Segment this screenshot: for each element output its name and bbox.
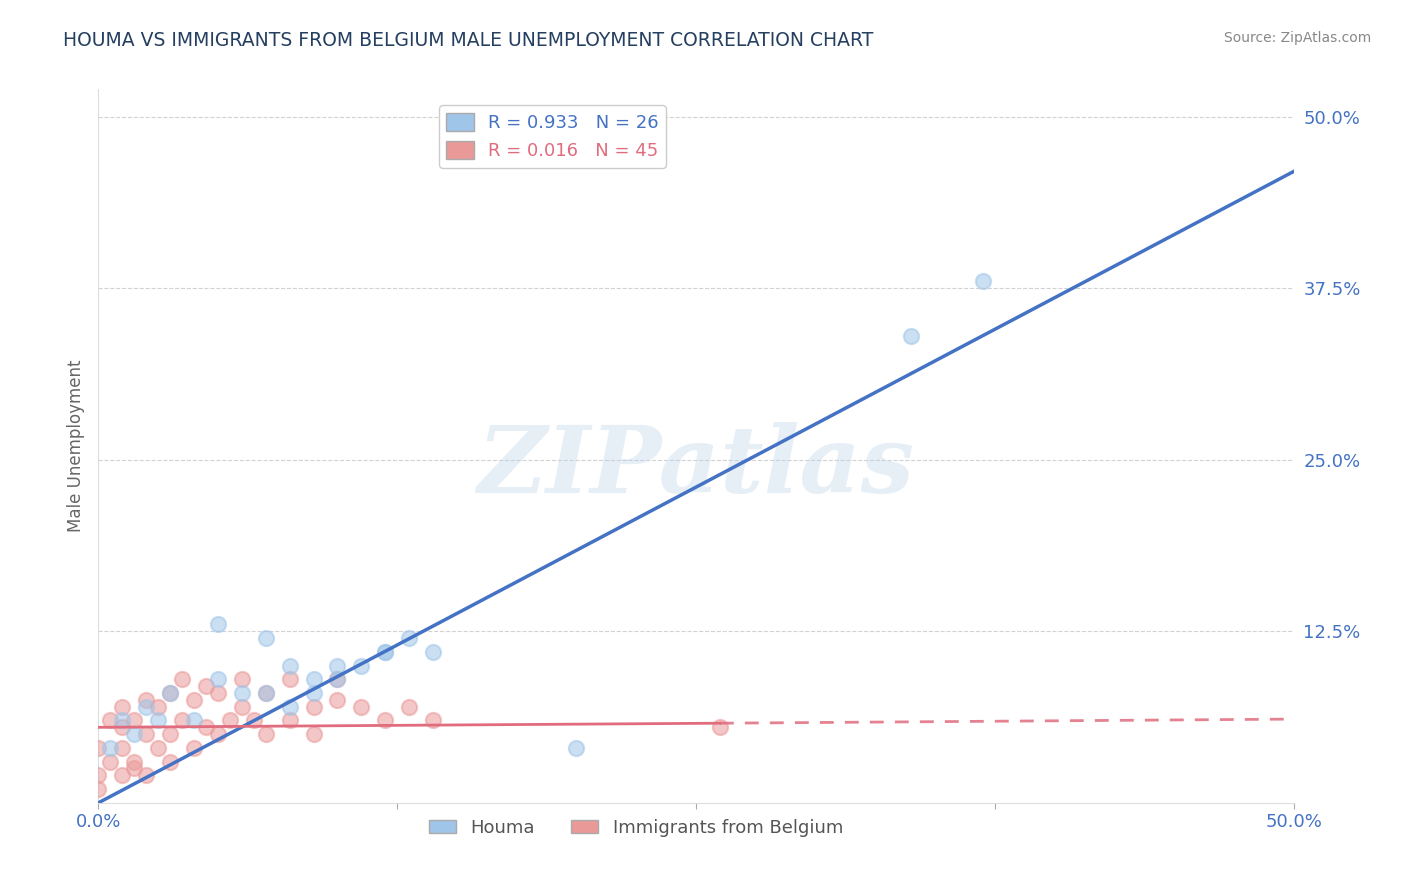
Point [278, 673, 301, 687]
Point [278, 714, 301, 728]
Point [231, 673, 253, 687]
Point [243, 714, 266, 728]
Point [135, 727, 157, 741]
Point [111, 699, 134, 714]
Point [254, 727, 277, 741]
Legend: Houma, Immigrants from Belgium: Houma, Immigrants from Belgium [422, 812, 851, 844]
Point [565, 740, 588, 755]
Point [98, 755, 122, 769]
Point [302, 686, 325, 700]
Point [195, 679, 218, 693]
Point [135, 693, 157, 707]
Point [207, 686, 229, 700]
Point [111, 768, 134, 782]
Y-axis label: Male Unemployment: Male Unemployment [66, 359, 84, 533]
Point [135, 768, 157, 782]
Point [183, 740, 205, 755]
Point [124, 727, 146, 741]
Point [148, 699, 170, 714]
Point [219, 714, 242, 728]
Point [124, 714, 146, 728]
Point [124, 755, 146, 769]
Text: Source: ZipAtlas.com: Source: ZipAtlas.com [1223, 31, 1371, 45]
Point [374, 645, 396, 659]
Point [87, 740, 110, 755]
Point [254, 686, 277, 700]
Point [254, 631, 277, 645]
Point [172, 673, 194, 687]
Point [326, 673, 349, 687]
Point [231, 699, 253, 714]
Point [207, 727, 229, 741]
Point [302, 673, 325, 687]
Point [135, 699, 157, 714]
Point [231, 686, 253, 700]
Point [254, 686, 277, 700]
Point [159, 755, 181, 769]
Point [87, 782, 110, 797]
Point [195, 720, 218, 734]
Point [302, 727, 325, 741]
Point [183, 693, 205, 707]
Text: ZIPatlas: ZIPatlas [478, 423, 914, 512]
Point [326, 693, 349, 707]
Point [326, 658, 349, 673]
Point [159, 686, 181, 700]
Point [326, 673, 349, 687]
Point [278, 658, 301, 673]
Point [159, 686, 181, 700]
Point [172, 714, 194, 728]
Text: HOUMA VS IMMIGRANTS FROM BELGIUM MALE UNEMPLOYMENT CORRELATION CHART: HOUMA VS IMMIGRANTS FROM BELGIUM MALE UN… [63, 31, 873, 50]
Point [900, 329, 922, 343]
Point [972, 274, 994, 288]
Point [350, 658, 373, 673]
Point [148, 740, 170, 755]
Point [374, 645, 396, 659]
Point [207, 617, 229, 632]
Point [709, 720, 731, 734]
Point [278, 699, 301, 714]
Point [124, 762, 146, 776]
Point [111, 714, 134, 728]
Point [148, 714, 170, 728]
Point [98, 740, 122, 755]
Point [111, 740, 134, 755]
Point [398, 631, 420, 645]
Point [374, 714, 396, 728]
Point [422, 714, 444, 728]
Point [98, 714, 122, 728]
Point [111, 720, 134, 734]
Point [422, 645, 444, 659]
Point [302, 699, 325, 714]
Point [350, 699, 373, 714]
Point [398, 699, 420, 714]
Point [183, 714, 205, 728]
Point [87, 768, 110, 782]
Point [159, 727, 181, 741]
Point [207, 673, 229, 687]
